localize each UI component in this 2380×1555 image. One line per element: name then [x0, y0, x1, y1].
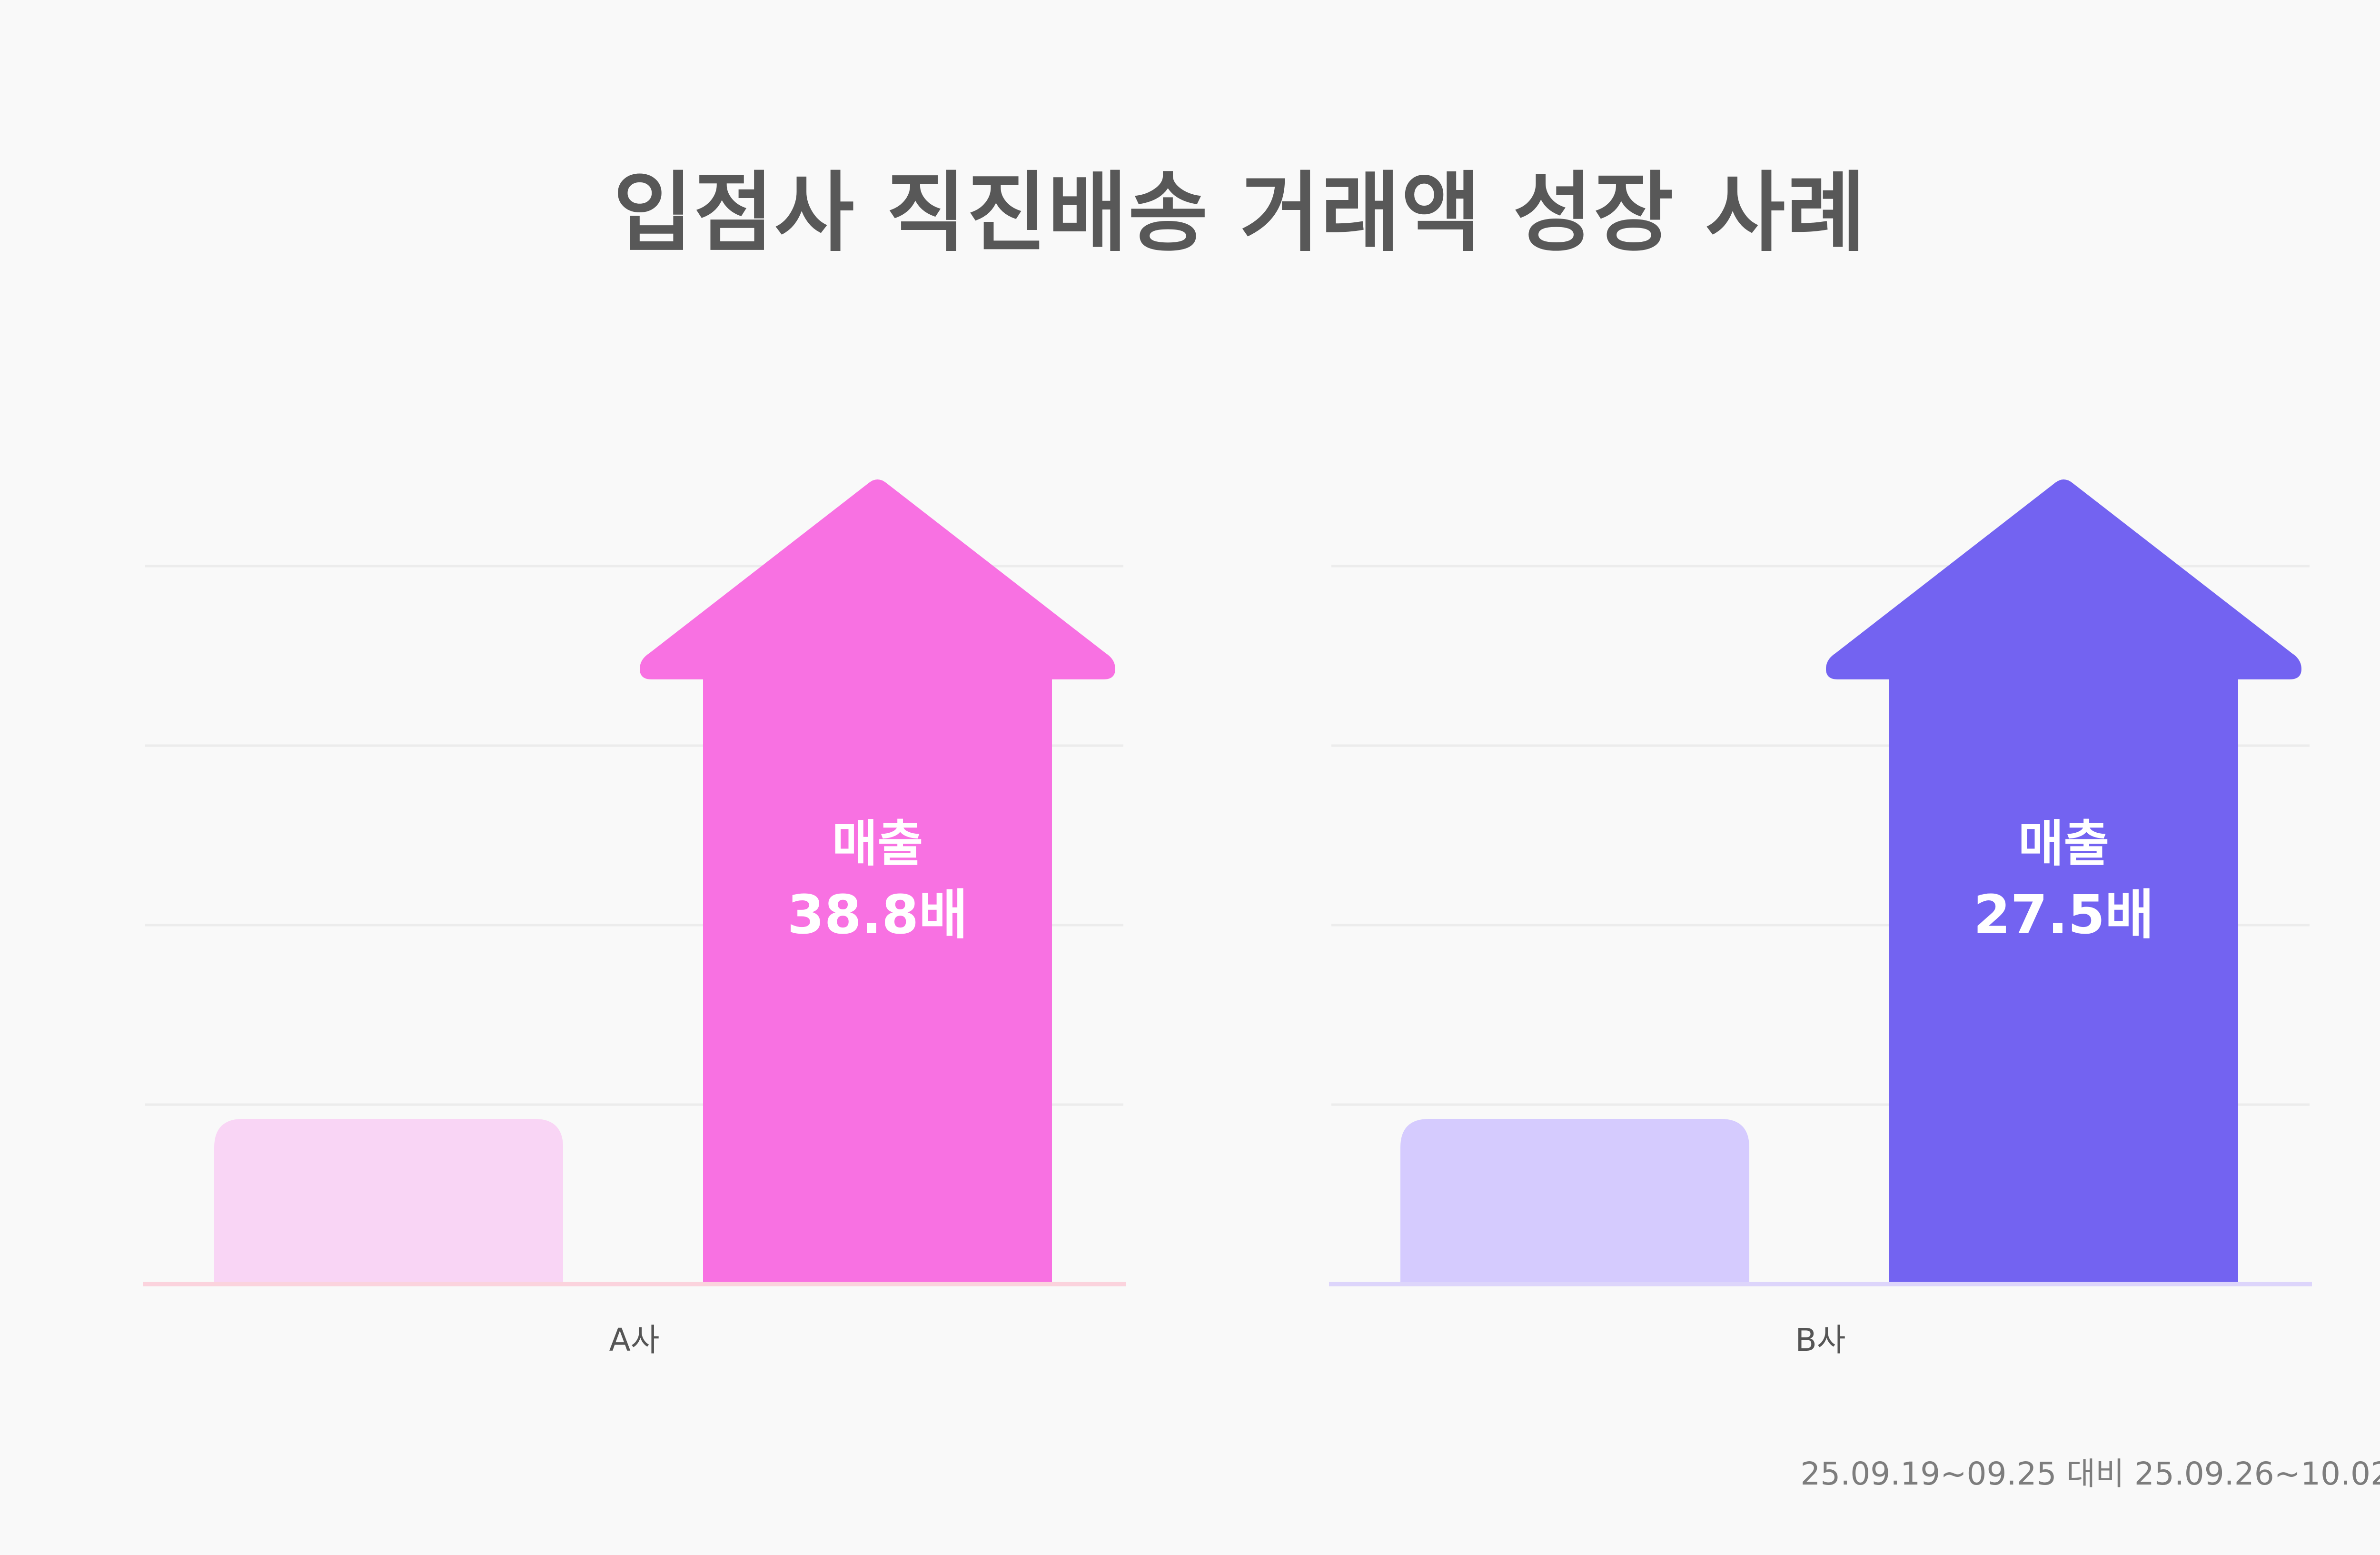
bar-after-b: [1826, 479, 2301, 1284]
bar-before-a: [214, 1119, 563, 1284]
category-label-a: A사: [609, 1322, 660, 1358]
metric-label-b: 매출: [2018, 815, 2109, 873]
bar-after-a: [640, 479, 1115, 1284]
chart-title: 입점사 직진배송 거래액 성장 사례: [613, 162, 1867, 263]
category-label-b: B사: [1795, 1322, 1846, 1358]
multiplier-label-b: 27.5배: [1973, 884, 2154, 946]
metric-label-a: 매출: [832, 815, 923, 873]
footnote: 25.09.19~09.25 대비 25.09.26~10.02: [1800, 1455, 2380, 1492]
multiplier-label-a: 38.8배: [787, 884, 968, 946]
bar-before-b: [1400, 1119, 1749, 1284]
